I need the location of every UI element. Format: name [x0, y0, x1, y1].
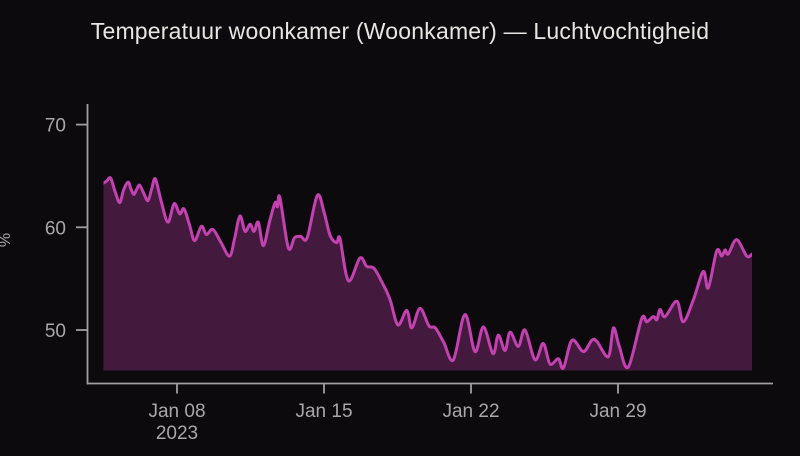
plot-area: [103, 176, 752, 371]
chart-title: Temperatuur woonkamer (Woonkamer) — Luch…: [90, 18, 710, 44]
humidity-line: [103, 176, 752, 371]
x-tick-label: Jan 22: [442, 401, 499, 422]
y-tick-label: 50: [45, 321, 66, 342]
humidity-area-fill: [103, 177, 752, 371]
y-axis-unit-label: %: [0, 233, 14, 247]
x-tick-label: Jan 29: [589, 401, 646, 422]
y-tick-label: 70: [45, 116, 66, 137]
x-tick-label: Jan 08: [148, 401, 205, 422]
x-tick-label: Jan 15: [295, 401, 352, 422]
x-tick-sublabel: 2023: [156, 423, 198, 444]
y-tick-label: 60: [45, 218, 66, 239]
y-axis-ticks: 70 60 50: [45, 116, 88, 342]
